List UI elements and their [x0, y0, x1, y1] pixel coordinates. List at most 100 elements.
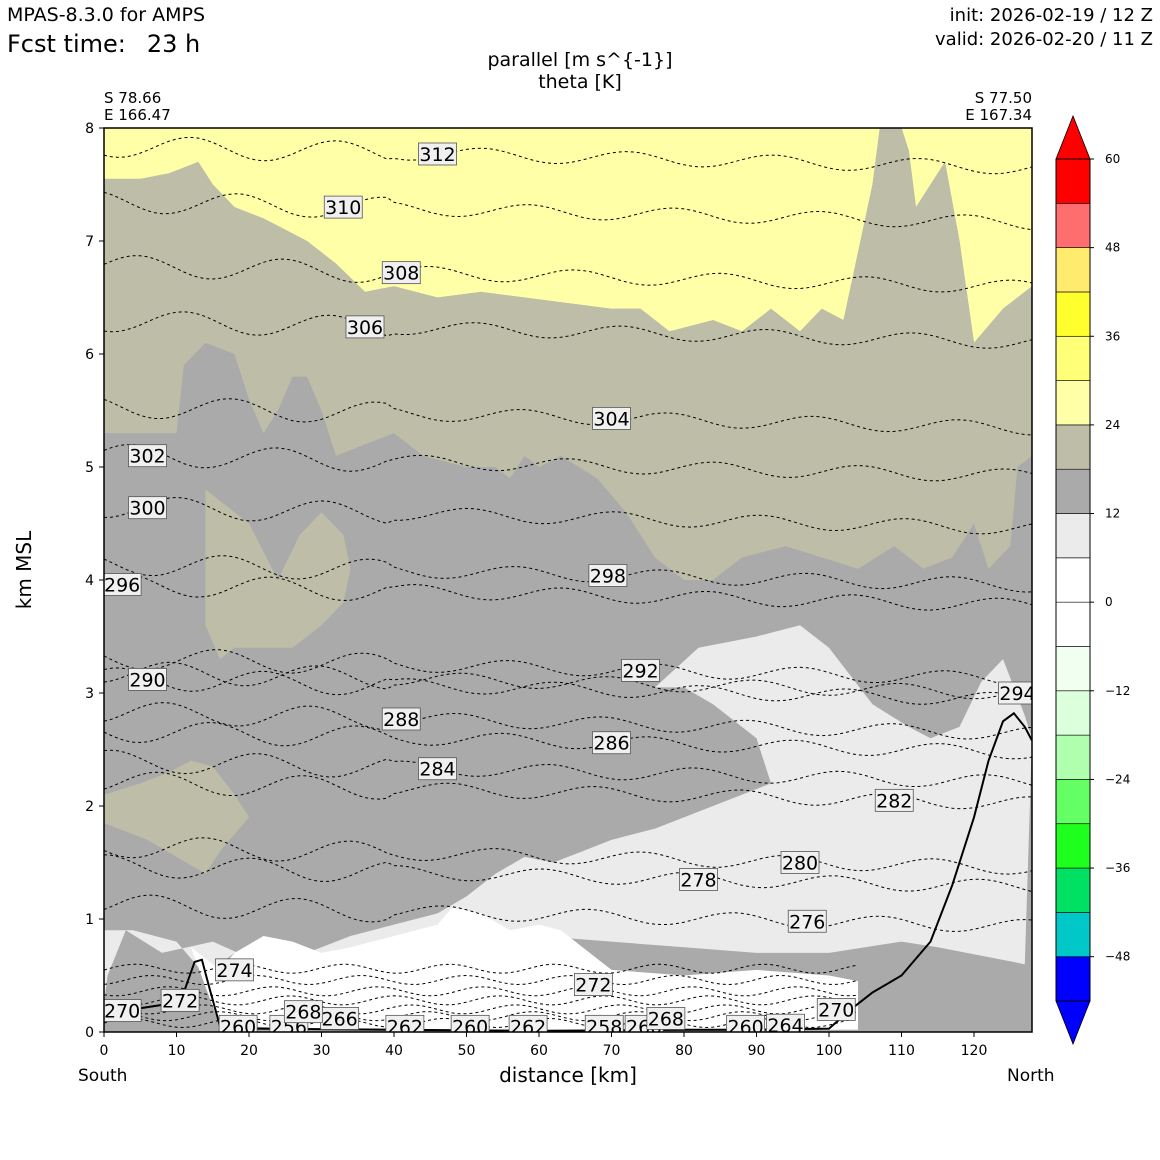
colorbar: 60 48 36 24 12 0 −12 −24 −36 −48: [1055, 114, 1130, 1046]
x-tick-label: 40: [385, 1043, 403, 1059]
theta-label-text: 304: [593, 408, 629, 430]
colorbar-cell: [1055, 380, 1091, 426]
theta-contour-label: 262: [385, 1014, 425, 1032]
colorbar-cell: [1055, 468, 1091, 514]
wind-fill-region-1: [104, 128, 1032, 580]
colorbar-cell: [1055, 779, 1091, 825]
theta-label-box: [646, 1007, 686, 1030]
theta-label-text: 268: [648, 1008, 684, 1030]
theta-label-box: [104, 573, 142, 596]
theta-label-box: [381, 707, 421, 731]
theta-label-box: [874, 788, 914, 812]
colorbar-cell: [1055, 291, 1091, 337]
theta-label-box: [508, 1014, 548, 1032]
theta-label-text: 270: [818, 999, 854, 1021]
north-label: North: [1007, 1066, 1055, 1086]
colorbar-cell: [1055, 734, 1091, 780]
chart-title-line2: theta [K]: [538, 71, 622, 93]
theta-contour-label: 282: [874, 788, 914, 812]
theta-label-text: 272: [162, 990, 198, 1012]
colorbar-frame: [1055, 158, 1091, 1002]
theta-contour-line-308: [104, 255, 1032, 293]
theta-label-text: 308: [383, 263, 419, 285]
colorbar-cell: [1055, 690, 1091, 736]
theta-label-box: [787, 909, 827, 933]
theta-label-box: [573, 973, 613, 996]
theta-label-box: [323, 195, 363, 219]
right-endpoint-lon: E 167.34: [965, 106, 1032, 124]
theta-contour-label: 268: [283, 1000, 323, 1024]
y-tick-label: 5: [85, 460, 94, 476]
theta-label-text: 264: [767, 1015, 803, 1037]
y-tick-label: 8: [85, 121, 94, 137]
x-tick-label: 80: [675, 1043, 693, 1059]
theta-contour-low-3: [104, 995, 859, 1006]
chart-title-line1: parallel [m s^{-1}]: [487, 49, 673, 71]
theta-contour-label: 312: [418, 142, 457, 166]
theta-label-text: 262: [510, 1016, 546, 1038]
theta-contour-low-4: [104, 986, 859, 997]
theta-label-text: 288: [383, 709, 419, 731]
theta-label-box: [816, 998, 856, 1021]
colorbar-tick-label: 36: [1105, 329, 1120, 343]
theta-contour-low-2: [104, 1004, 859, 1015]
colorbar-cell: [1055, 646, 1091, 692]
colorbar-tick-label: −48: [1105, 950, 1130, 964]
south-label: South: [78, 1066, 128, 1086]
forecast-time: Fcst time: 23 h: [7, 30, 200, 58]
colorbar-cell: [1055, 203, 1091, 248]
colorbar-cell: [1055, 513, 1091, 559]
colorbar-tick-label: 12: [1105, 507, 1120, 521]
x-tick-label: 20: [240, 1043, 258, 1059]
colorbar-cell: [1055, 956, 1091, 1002]
theta-contour-line-310: [104, 191, 1032, 231]
theta-contour-line-276: [104, 894, 1032, 932]
colorbar-tick-label: −24: [1105, 772, 1130, 786]
x-tick-label: 100: [816, 1043, 843, 1059]
theta-contour-label: 308: [381, 261, 421, 285]
theta-contour-label: 258: [584, 1014, 624, 1038]
y-tick-label: 0: [85, 1025, 94, 1041]
theta-contour-label: 272: [573, 973, 613, 997]
theta-contour-label: 300: [128, 496, 167, 520]
theta-contour-label: 286: [592, 731, 631, 755]
colorbar-under-triangle: [1055, 1000, 1091, 1046]
colorbar-cell: [1055, 601, 1091, 647]
theta-label-text: 260: [452, 1016, 488, 1038]
colorbar-tick-label: −12: [1105, 684, 1130, 698]
x-tick-label: 110: [888, 1043, 915, 1059]
theta-label-box: [215, 958, 254, 982]
x-tick-label: 0: [100, 1043, 109, 1059]
theta-contour-label: 310: [323, 195, 363, 219]
theta-label-text: 258: [586, 1016, 622, 1038]
theta-contour-line-290: [104, 667, 1032, 705]
theta-contour-line-296: [104, 573, 1032, 611]
theta-contour-label: 288: [381, 707, 421, 731]
y-tick-label: 4: [85, 573, 94, 589]
theta-contour-line-292: [104, 649, 1032, 687]
theta-label-box: [218, 1014, 258, 1032]
theta-label-box: [592, 407, 631, 430]
theta-contour-label: 272: [160, 988, 200, 1012]
y-tick-label: 7: [85, 234, 94, 250]
theta-contour-label: 298: [588, 564, 628, 587]
theta-contour-label: 284: [418, 757, 457, 781]
x-tick-label: 10: [168, 1043, 186, 1059]
forecast-time-label: Fcst time:: [7, 30, 126, 58]
theta-contour-line-300: [104, 496, 1032, 535]
theta-contour-label: 274: [215, 958, 254, 982]
theta-contour-line-294: [104, 661, 1032, 700]
wind-fill-region-3: [104, 760, 249, 874]
theta-contour-label: 294: [998, 681, 1032, 705]
theta-contour-line-278: [104, 854, 1032, 893]
left-endpoint-lat: S 78.66: [104, 89, 162, 107]
theta-label-text: 298: [590, 565, 626, 587]
theta-label-text: 302: [129, 446, 165, 468]
theta-label-box: [385, 1014, 425, 1032]
colorbar-tick-label: 0: [1105, 595, 1113, 609]
x-tick-label: 60: [530, 1043, 548, 1059]
theta-label-box: [450, 1014, 490, 1032]
y-tick-label: 2: [85, 799, 94, 815]
theta-label-text: 270: [104, 1001, 140, 1023]
theta-contour-line-312: [104, 136, 1032, 175]
